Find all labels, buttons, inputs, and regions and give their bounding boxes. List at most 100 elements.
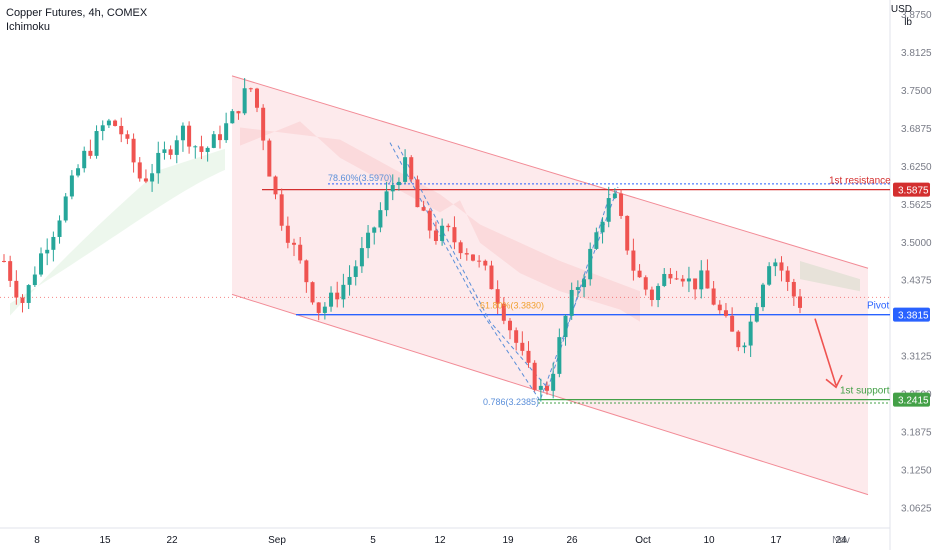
time-tick-label: 5 <box>370 535 376 546</box>
candle-body <box>316 302 321 313</box>
resistance-price-badge-box <box>893 182 930 197</box>
candle-body <box>458 242 463 254</box>
symbol-title: Copper Futures, 4h, COMEX <box>6 7 148 19</box>
price-tick-label: 3.0625 <box>901 503 932 514</box>
candle-body <box>39 253 44 275</box>
candle-body <box>236 111 241 114</box>
candle-body <box>625 215 630 251</box>
candle-body <box>717 304 722 311</box>
candle-body <box>2 260 6 262</box>
harmonic-pattern-a <box>389 142 619 402</box>
time-tick-label: 19 <box>502 535 514 546</box>
candle-body <box>773 262 778 267</box>
candle-body <box>446 225 451 228</box>
candle-body <box>310 282 315 303</box>
time-tick-label: Nov <box>832 535 850 546</box>
candle-body <box>427 210 432 231</box>
fib-0786-label: 0.786(3.2385) <box>483 397 539 407</box>
candle-body <box>69 175 74 197</box>
candle-body <box>347 276 352 285</box>
candle-body <box>119 125 124 135</box>
channel-upper-line <box>231 75 869 269</box>
candle-body <box>662 273 667 286</box>
ichimoku-cloud-future <box>800 260 860 292</box>
forecast-arrow-shaft <box>814 318 837 386</box>
chart-legend: Copper Futures, 4h, COMEX Ichimoku <box>6 6 147 34</box>
price-tick-label: 3.1875 <box>901 427 932 438</box>
candle-body <box>156 152 161 174</box>
candles-group <box>2 78 802 402</box>
candle-body <box>730 315 735 332</box>
currency-label: USD <box>890 4 912 15</box>
candle-body <box>279 194 284 226</box>
candle-body <box>359 248 364 267</box>
candle-body <box>754 307 759 322</box>
candle-body <box>723 310 728 316</box>
candle-body <box>791 281 796 297</box>
candle-body <box>785 270 790 282</box>
candle-body <box>298 244 303 261</box>
candle-body <box>26 285 31 303</box>
candle-body <box>575 287 580 290</box>
candle-body <box>341 284 346 300</box>
candle-body <box>464 253 469 255</box>
price-tick-label: 3.4375 <box>901 276 932 287</box>
candle-body <box>106 120 111 126</box>
forecast-arrow-head <box>825 374 843 389</box>
candle-body <box>686 278 691 282</box>
candle-body <box>501 303 506 321</box>
indicator-label: Ichimoku <box>6 21 51 33</box>
fib-618-label: 61.80%(3.3830) <box>480 300 544 310</box>
candle-body <box>329 292 334 307</box>
candle-body <box>230 111 235 124</box>
time-tick-label: 24 <box>835 535 847 546</box>
support-label: 1st support <box>840 386 890 397</box>
candle-body <box>292 242 297 245</box>
candle-body <box>674 278 679 280</box>
candle-body <box>285 225 290 243</box>
candle-body <box>113 120 118 126</box>
candle-body <box>82 150 87 169</box>
candle-body <box>470 254 475 261</box>
candle-body <box>211 134 216 148</box>
candle-body <box>88 150 93 156</box>
candle-body <box>409 157 414 180</box>
candle-body <box>174 140 179 155</box>
candle-body <box>711 288 716 305</box>
candle-body <box>100 125 105 132</box>
candle-body <box>45 249 50 254</box>
candle-body <box>507 320 512 331</box>
price-tick-label: 3.7500 <box>901 86 932 97</box>
time-tick-label: 26 <box>566 535 578 546</box>
candle-body <box>656 285 661 301</box>
candle-body <box>668 273 673 279</box>
ichimoku-cloud-green <box>10 148 225 316</box>
candle-body <box>193 146 198 148</box>
candle-body <box>545 385 550 391</box>
price-tick-label: 3.8125 <box>901 48 932 59</box>
candle-body <box>489 265 494 290</box>
candle-body <box>335 292 340 300</box>
candle-body <box>631 250 636 271</box>
candle-body <box>569 289 574 316</box>
time-tick-label: 8 <box>34 535 40 546</box>
candle-body <box>273 176 278 195</box>
candle-body <box>693 278 698 290</box>
candle-body <box>20 297 25 303</box>
time-tick-label: Oct <box>635 535 651 546</box>
candle-body <box>612 193 617 199</box>
price-tick-label: 3.6250 <box>901 162 932 173</box>
support-price-badge: 3.2415 <box>898 396 929 407</box>
candle-body <box>680 278 685 282</box>
candle-body <box>57 220 62 237</box>
candle-body <box>798 296 802 308</box>
candle-body <box>532 362 537 390</box>
candle-body <box>131 138 136 163</box>
candle-body <box>51 236 56 250</box>
candle-body <box>187 125 192 147</box>
channel-lower-line <box>231 293 869 496</box>
time-tick-label: Sep <box>268 535 286 546</box>
candle-body <box>705 270 710 289</box>
